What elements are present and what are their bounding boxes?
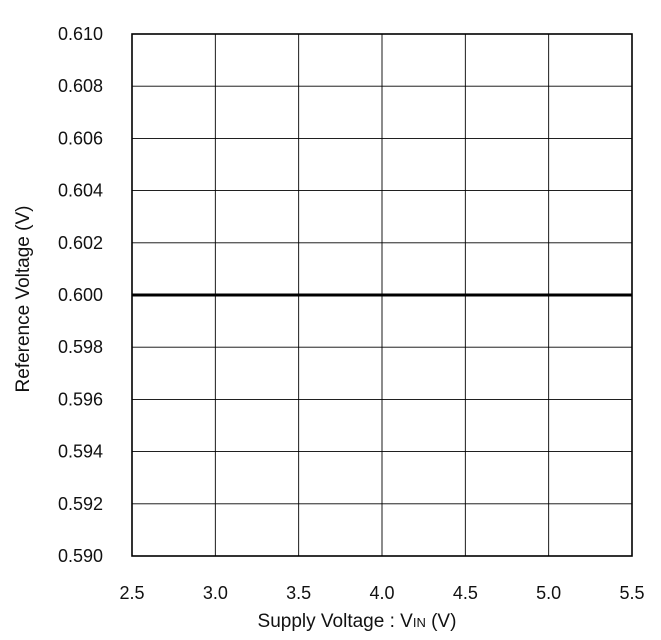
- x-axis-title-main: Supply Voltage : V: [258, 611, 414, 632]
- x-tick-label: 5.5: [619, 583, 644, 603]
- y-tick-label: 0.600: [58, 285, 103, 305]
- y-tick-label: 0.610: [58, 24, 103, 44]
- x-axis-title-subscript: IN: [413, 615, 426, 630]
- y-tick-label: 0.590: [58, 546, 103, 566]
- y-tick-label: 0.606: [58, 128, 103, 148]
- y-tick-label: 0.604: [58, 181, 103, 201]
- y-tick-label: 0.592: [58, 494, 103, 514]
- y-axis-title: Reference Voltage (V): [13, 206, 34, 393]
- x-tick-label: 4.0: [369, 583, 394, 603]
- x-tick-label: 2.5: [119, 583, 144, 603]
- x-tick-label: 5.0: [536, 583, 561, 603]
- y-tick-label: 0.602: [58, 233, 103, 253]
- y-axis-ticks: 0.610 0.608 0.606 0.604 0.602 0.600 0.598 0.596…: [58, 24, 103, 566]
- x-tick-label: 3.0: [203, 583, 228, 603]
- plot-frame: [131, 33, 633, 557]
- x-axis-title: Supply Voltage : VIN (V): [258, 611, 457, 632]
- y-tick-label: 0.608: [58, 76, 103, 96]
- y-tick-label: 0.594: [58, 442, 103, 462]
- x-tick-label: 4.5: [453, 583, 478, 603]
- x-tick-label: 3.5: [286, 583, 311, 603]
- x-axis-ticks: 2.5 3.0 3.5 4.0 4.5 5.0 5.5: [119, 583, 644, 603]
- y-tick-label: 0.596: [58, 389, 103, 409]
- x-axis-title-unit: (V): [426, 611, 457, 632]
- y-tick-label: 0.598: [58, 337, 103, 357]
